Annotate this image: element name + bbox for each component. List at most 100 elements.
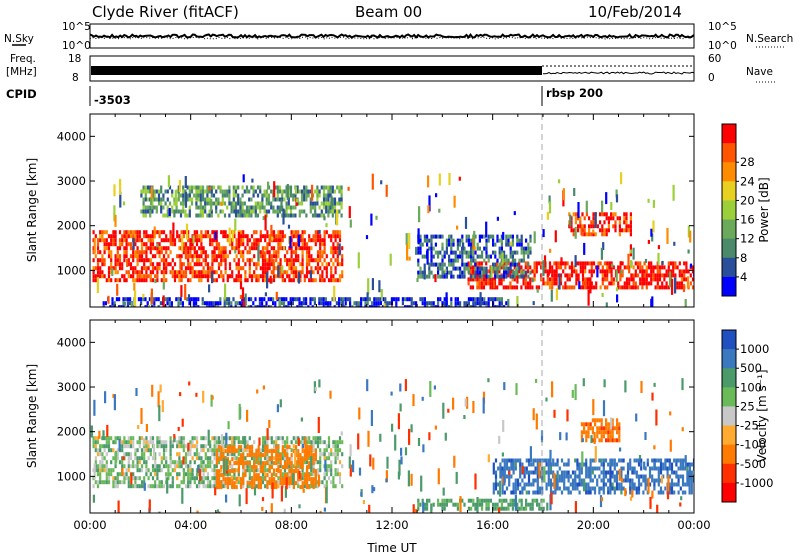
data-cell [211,476,214,481]
data-cell [334,270,337,275]
data-cell [432,502,435,507]
data-cell [237,258,240,263]
data-cell [310,453,313,458]
data-cell [472,254,475,259]
data-cell [332,278,335,283]
data-cell [187,234,190,239]
data-cell [146,189,150,194]
data-cell [114,278,117,283]
data-cell [543,458,546,463]
data-cell [151,246,155,251]
data-cell [467,277,470,282]
data-cell [180,285,183,298]
data-cell [279,258,282,263]
data-cell [99,230,102,235]
data-cell [134,254,137,259]
data-cell [253,238,256,243]
data-cell [176,460,179,465]
data-cell [261,201,264,206]
data-cell [277,262,280,267]
data-cell [456,254,459,259]
data-cell [116,476,119,481]
data-cell [314,278,317,283]
data-cell [522,254,525,259]
data-cell [244,469,247,474]
data-cell [319,480,322,485]
data-cell [297,258,300,263]
data-cell [258,437,261,446]
data-cell [104,391,107,404]
data-cell [532,462,535,467]
data-cell [247,305,250,307]
data-cell [286,258,289,263]
data-cell [290,469,293,474]
data-cell [235,456,238,461]
data-cell [631,466,634,471]
data-cell [253,481,256,486]
data-cell [184,270,188,275]
data-cell [237,440,240,445]
data-cell [568,273,571,278]
data-cell [257,453,260,458]
data-cell [118,238,122,243]
data-cell [123,301,126,306]
data-cell [483,301,486,306]
data-cell [467,242,470,247]
data-cell [237,436,240,441]
data-cell [483,258,486,263]
data-cell [514,262,517,267]
data-cell [264,278,267,283]
data-cell [563,470,566,475]
data-cell [571,486,575,491]
data-cell [490,266,493,278]
data-cell [186,193,189,198]
data-cell [132,278,135,283]
data-cell [114,464,117,469]
data-cell [505,270,508,275]
data-cell [522,258,525,263]
data-cell [213,238,216,243]
data-cell [581,261,585,266]
data-cell [103,230,106,235]
data-cell [195,452,199,457]
data-cell [250,246,254,251]
data-cell [204,197,207,202]
data-cell [540,261,543,266]
data-cell [299,440,302,445]
data-cell [217,448,221,453]
data-cell [142,201,145,206]
data-cell [653,482,656,487]
data-cell [644,478,647,483]
data-cell [232,205,235,210]
data-cell [292,469,295,474]
data-cell [234,193,238,198]
data-cell [637,474,641,479]
data-cell [498,238,501,243]
data-cell [417,274,420,279]
data-cell [103,444,106,449]
data-cell [166,213,169,218]
data-cell [110,234,113,239]
data-cell [316,270,320,275]
data-cell [505,498,508,503]
data-cell [242,481,245,486]
data-cell [259,481,262,486]
data-cell [143,234,146,239]
data-cell [327,197,330,202]
data-cell [641,269,644,274]
data-cell [309,201,312,206]
data-cell [331,185,334,190]
data-cell [559,265,563,270]
data-cell [467,297,470,302]
data-cell [160,205,163,210]
data-cell [239,234,243,239]
data-cell [450,234,453,239]
data-cell [107,270,111,275]
data-cell [177,189,180,194]
data-cell [239,295,242,299]
data-cell [316,234,320,239]
data-cell [187,480,190,485]
data-cell [257,481,260,486]
data-cell [311,205,315,210]
data-cell [268,234,271,239]
